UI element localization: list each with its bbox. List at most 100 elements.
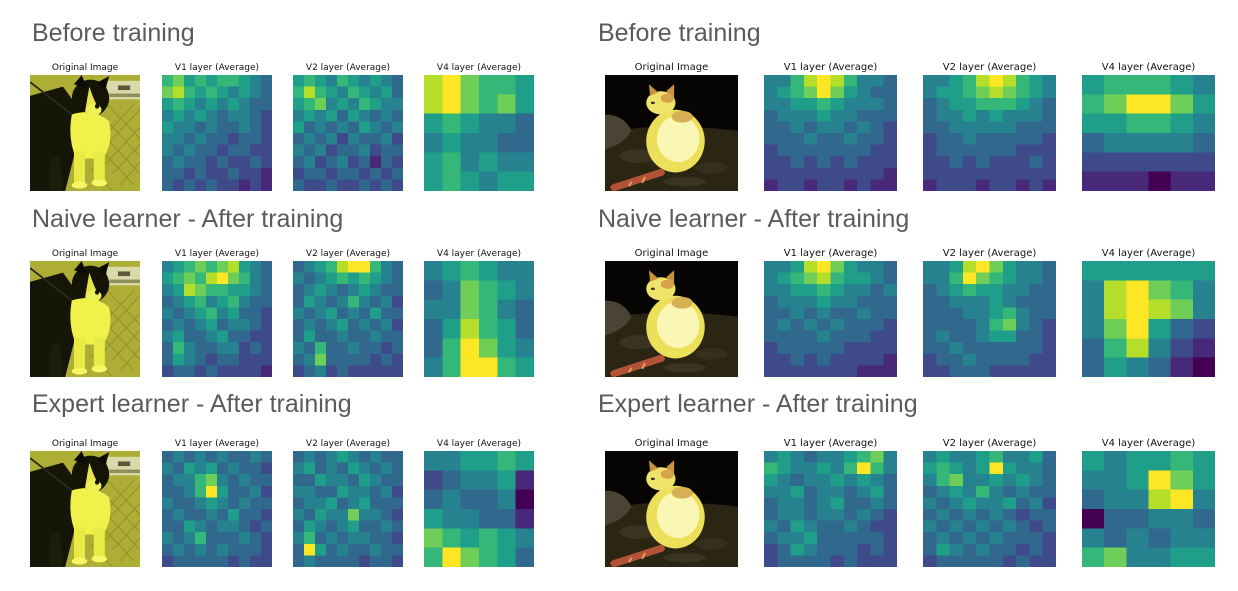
heatmap-cell	[976, 330, 990, 343]
heatmap-cell	[315, 179, 327, 191]
heatmap-cell	[326, 497, 338, 510]
heatmap-cell	[843, 485, 858, 498]
heatmap-cell	[1016, 485, 1030, 498]
heatmap-cell	[1148, 152, 1172, 173]
heatmap-cell	[195, 295, 207, 308]
v4-layer-label: V4 layer (Average)	[436, 63, 522, 73]
heatmap-cell	[293, 474, 305, 487]
heatmap-cell	[1042, 133, 1056, 145]
heatmap-cell	[206, 295, 218, 308]
heatmap-cell	[304, 474, 316, 487]
heatmap-cell	[326, 261, 338, 273]
heatmap-cell	[228, 497, 240, 510]
heatmap-cell	[989, 261, 1004, 273]
heatmap-cell	[870, 485, 884, 498]
heatmap-cell	[228, 485, 240, 498]
heatmap-cell	[217, 98, 229, 111]
heatmap-cell	[206, 353, 218, 366]
heatmap-cell	[304, 462, 316, 475]
heatmap-cell	[442, 319, 462, 339]
heatmap-cell	[370, 295, 382, 308]
v1-layer-heatmap	[162, 75, 272, 191]
heatmap-cell	[250, 179, 262, 191]
heatmap-cell	[923, 179, 937, 191]
heatmap-cell	[1192, 75, 1215, 95]
heatmap-cell	[217, 86, 229, 99]
heatmap-cell	[173, 156, 185, 169]
heatmap-cell	[348, 462, 360, 475]
heatmap-cell	[923, 284, 937, 297]
heatmap-cell	[460, 338, 480, 359]
heatmap-cell	[803, 509, 818, 521]
heatmap-cell	[515, 528, 534, 549]
heatmap-cell	[817, 342, 831, 355]
heatmap-cell	[962, 543, 977, 556]
heatmap-cell	[790, 261, 805, 273]
heatmap-cell	[1170, 113, 1194, 134]
heatmap-cell	[830, 451, 845, 463]
heatmap-cell	[348, 365, 360, 377]
v2-layer-label: V2 layer (Average)	[305, 439, 391, 449]
heatmap-cell	[250, 532, 262, 545]
heatmap-cell	[460, 547, 480, 567]
heatmap-cell	[857, 284, 871, 297]
heatmap-cell	[790, 109, 805, 122]
heatmap-cell	[1002, 261, 1017, 273]
heatmap-cell	[764, 86, 778, 99]
heatmap-cell	[870, 319, 884, 331]
heatmap-cell	[883, 555, 897, 567]
heatmap-cell	[337, 109, 349, 122]
heatmap-cell	[843, 319, 858, 331]
v1-layer-label: V1 layer (Average)	[783, 248, 878, 259]
heatmap-cell	[830, 532, 845, 545]
heatmap-cell	[206, 109, 218, 122]
v1-layer-label: V1 layer (Average)	[174, 249, 260, 259]
heatmap-cell	[830, 272, 845, 285]
heatmap-cell	[392, 156, 403, 169]
heatmap-cell	[195, 319, 207, 331]
heatmap-cell	[870, 98, 884, 111]
heatmap-cell	[293, 179, 305, 191]
heatmap-cell	[217, 156, 229, 169]
heatmap-cell	[217, 109, 229, 122]
heatmap-cell	[442, 509, 462, 529]
heatmap-cell	[239, 485, 251, 498]
heatmap-cell	[348, 555, 360, 567]
heatmap-cell	[976, 474, 990, 487]
heatmap-cell	[304, 284, 316, 297]
heatmap-cell	[764, 179, 778, 191]
heatmap-cell	[777, 451, 791, 463]
heatmap-cell	[460, 451, 480, 471]
heatmap-cell	[1016, 109, 1030, 122]
heatmap-cell	[989, 365, 1004, 377]
heatmap-cell	[936, 365, 950, 377]
heatmap-cell	[315, 156, 327, 169]
heatmap-cell	[293, 319, 305, 331]
heatmap-cell	[261, 295, 272, 308]
heatmap-cell	[976, 284, 990, 297]
heatmap-cell	[870, 497, 884, 510]
heatmap-cell	[1016, 509, 1030, 521]
heatmap-cell	[359, 485, 371, 498]
heatmap-cell	[1126, 133, 1149, 153]
heatmap-cell	[883, 156, 897, 169]
heatmap-cell	[250, 167, 262, 180]
heatmap-cell	[764, 485, 778, 498]
heatmap-cell	[315, 485, 327, 498]
heatmap-cell	[1192, 451, 1215, 471]
heatmap-cell	[304, 75, 316, 87]
heatmap-cell	[359, 462, 371, 475]
heatmap-cell	[497, 152, 517, 173]
heatmap-cell	[479, 299, 498, 320]
heatmap-cell	[989, 179, 1004, 191]
heatmap-cell	[857, 319, 871, 331]
heatmap-cell	[315, 520, 327, 533]
heatmap-cell	[315, 284, 327, 297]
heatmap-cell	[206, 86, 218, 99]
heatmap-cell	[962, 179, 977, 191]
heatmap-cell	[206, 272, 218, 285]
v1-layer-heatmap	[162, 261, 272, 377]
heatmap-cell	[790, 156, 805, 169]
heatmap-cell	[184, 520, 196, 533]
heatmap-cell	[764, 121, 778, 134]
